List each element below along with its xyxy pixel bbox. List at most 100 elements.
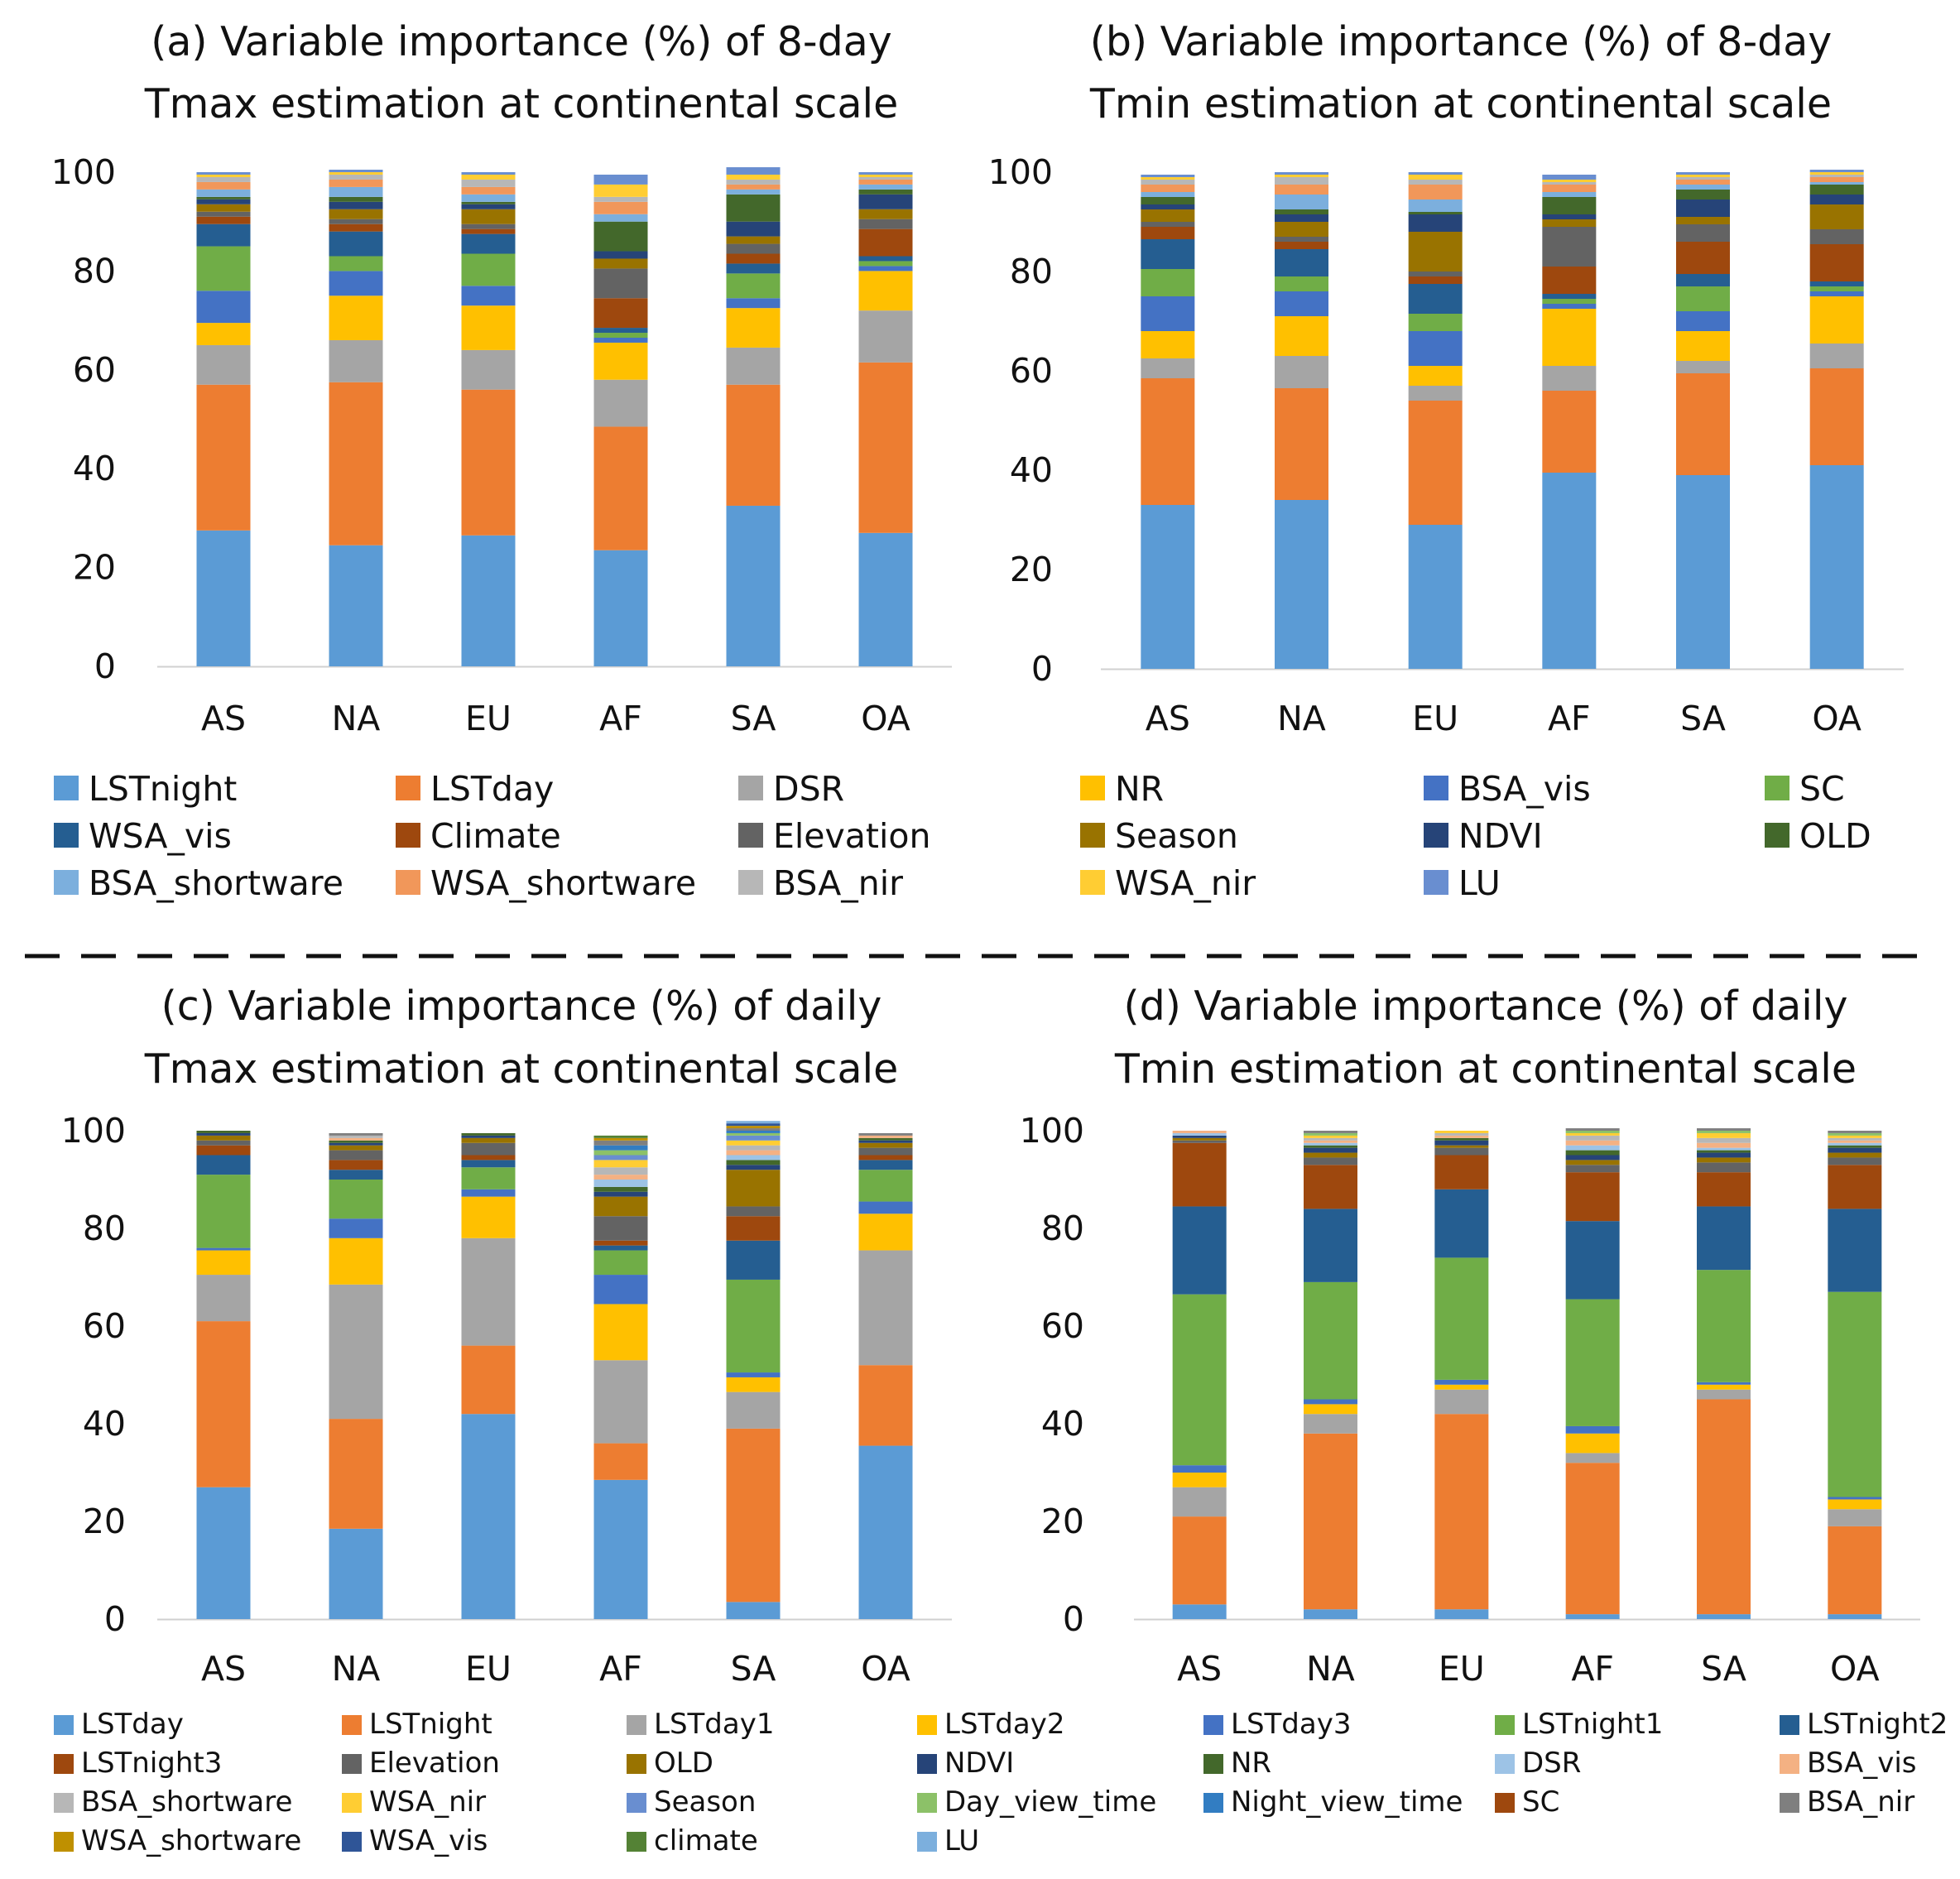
y-tick-label: 20 — [83, 1502, 126, 1541]
x-tick-label: NA — [1277, 699, 1326, 738]
bar-segment-ndvi — [1172, 1135, 1227, 1138]
bar-segment-lstnight1 — [858, 1170, 913, 1202]
legend-item: LU — [917, 1824, 979, 1857]
bar-segment-bsa_vis — [1828, 1140, 1882, 1143]
bar-segment-dsr — [1676, 361, 1730, 373]
legend-item: LSTday1 — [627, 1708, 774, 1741]
bar-segment-lstday — [1809, 368, 1864, 465]
bar-segment-bsa_vis — [593, 337, 648, 343]
chart-title-line: (d) Variable importance (%) of daily — [1124, 983, 1848, 1030]
bar-segment-lstday2 — [593, 1304, 648, 1361]
bar-segment-climate — [1809, 244, 1864, 281]
bar-segment-wsa_shortware — [1275, 185, 1328, 195]
x-tick-label: AF — [599, 1649, 642, 1689]
bar-segment-bsa_shortware — [1408, 199, 1463, 212]
bar-segment-wsa_vis — [726, 1123, 781, 1127]
legend-item: WSA_shortware — [396, 863, 696, 903]
y-tick-label: 40 — [1041, 1404, 1084, 1444]
x-tick-label: AS — [1177, 1649, 1222, 1689]
bar-segment-lstnight1 — [593, 1250, 648, 1276]
x-tick-label: OA — [1830, 1649, 1880, 1689]
bar-segment-lstnight — [1697, 1399, 1751, 1615]
y-tick-label: 100 — [61, 1111, 126, 1151]
bar-segment-bsa_shortware — [1565, 1135, 1620, 1141]
legend-swatch — [738, 870, 763, 895]
bar-segment-lstday — [1542, 391, 1597, 473]
bar-segment-lstday2 — [196, 1250, 251, 1276]
bar-segment-bsa_nir — [196, 176, 251, 182]
bar-segment-ndvi — [329, 201, 383, 209]
bar-segment-bsa_shortware — [1275, 195, 1328, 209]
bar-segment-bsa_shortware — [1697, 1137, 1751, 1143]
bar-segment-lu — [726, 167, 781, 175]
bar-segment-season — [726, 1135, 781, 1141]
legend-swatch — [54, 823, 79, 848]
legend-swatch — [1495, 1793, 1515, 1813]
bar-segment-ndvi — [329, 1142, 383, 1146]
bar-segment-elevation — [1697, 1162, 1751, 1173]
bar-segment-lstday — [1434, 1609, 1489, 1619]
bar-segment-sc — [858, 261, 913, 267]
bar-segment-bsa_vis — [726, 298, 781, 309]
bar-segment-lstday1 — [329, 1284, 383, 1420]
bar-segment-elevation — [726, 1206, 781, 1217]
legend-label: WSA_nir — [1115, 863, 1256, 903]
bar-segment-climate — [329, 223, 383, 232]
bar-segment-bsa_shortware — [593, 214, 648, 222]
bar-segment-day_view_time — [1828, 1132, 1882, 1136]
bar-segment-sc — [726, 273, 781, 299]
legend-item: BSA_vis — [1424, 769, 1591, 809]
legend-label: climate — [654, 1824, 758, 1857]
legend-swatch — [1495, 1715, 1515, 1735]
chart-title-line: (a) Variable importance (%) of 8-day — [151, 18, 892, 65]
bar-segment-ndvi — [461, 204, 516, 209]
x-tick-label: SA — [1701, 1649, 1746, 1689]
bar-segment-ndvi — [1434, 1140, 1489, 1146]
bar-segment-lstnight2 — [1697, 1206, 1751, 1271]
bar-segment-bsa_shortware — [1304, 1137, 1357, 1141]
bar-segment-wsa_nir — [593, 184, 648, 197]
y-tick-label: 60 — [1041, 1306, 1084, 1346]
bar-segment-day_view_time — [1565, 1131, 1620, 1133]
bar-segment-lstday — [858, 362, 913, 533]
bar-segment-lstnight2 — [196, 1155, 251, 1175]
bar-segment-lstnight — [196, 530, 251, 666]
legend-item: LSTday2 — [917, 1708, 1064, 1741]
legend-label: LSTday1 — [654, 1708, 774, 1741]
bar-segment-lstnight — [1304, 1433, 1357, 1610]
bar-segment-bsa_nir — [1828, 1131, 1882, 1133]
bar-segment-lstnight2 — [726, 1240, 781, 1280]
legend-swatch — [1203, 1793, 1223, 1813]
bar-segment-lstnight2 — [1172, 1206, 1227, 1295]
legend-item: LSTday — [54, 1708, 184, 1741]
bar-segment-lstday3 — [1304, 1399, 1357, 1405]
bar-segment-nr — [461, 305, 516, 350]
bar-segment-bsa_vis — [329, 271, 383, 296]
bar-segment-climate — [593, 298, 648, 329]
bar-segment-elevation — [858, 1147, 913, 1156]
legend-swatch — [396, 823, 420, 848]
bar-segment-wsa_nir — [593, 1160, 648, 1168]
bar-segment-bsa_nir — [1275, 177, 1328, 185]
bar-segment-lstday1 — [726, 1391, 781, 1429]
bar-segment-ndvi — [1275, 214, 1328, 222]
x-tick-label: NA — [1306, 1649, 1355, 1689]
bar-segment-lstday3 — [726, 1372, 781, 1377]
bar-segment-dsr — [593, 379, 648, 427]
bar-segment-wsa_shortware — [1676, 180, 1730, 185]
bar-segment-bsa_shortware — [726, 1145, 781, 1151]
bar-segment-season — [1809, 204, 1864, 229]
legend-swatch — [627, 1793, 646, 1813]
bar-segment-lstnight — [1275, 500, 1328, 669]
bar-segment-dsr — [1172, 1132, 1227, 1136]
bar-segment-lstday1 — [1828, 1509, 1882, 1526]
legend-item: NR — [1203, 1747, 1271, 1780]
bar-segment-bsa_vis — [1141, 296, 1195, 331]
legend-label: SC — [1522, 1785, 1559, 1819]
bar-segment-ndvi — [1408, 214, 1463, 232]
bar-segment-sc — [593, 333, 648, 338]
legend-item: WSA_shortware — [54, 1824, 301, 1857]
bar-segment-lstday — [858, 1445, 913, 1619]
legend-item: LU — [1424, 863, 1501, 903]
bar-segment-lstday — [726, 384, 781, 506]
